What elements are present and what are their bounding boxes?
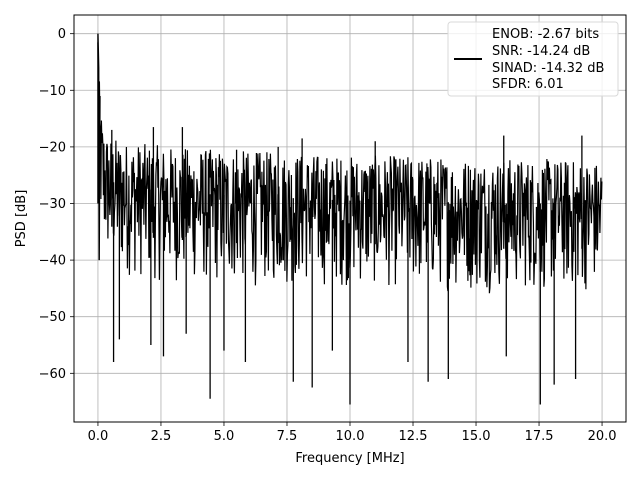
x-tick-label: 20.0 xyxy=(588,429,617,444)
y-tick-label: −30 xyxy=(39,197,66,212)
x-tick-label: 2.5 xyxy=(151,429,172,444)
x-tick-label: 7.5 xyxy=(277,429,298,444)
y-axis-label: PSD [dB] xyxy=(14,190,29,248)
legend: ENOB: -2.67 bits SNR: -14.24 dB SINAD: -… xyxy=(447,21,619,97)
x-tick-label: 5.0 xyxy=(214,429,235,444)
x-tick-label: 10.0 xyxy=(336,429,365,444)
psd-series xyxy=(97,33,603,405)
psd-dc-peak xyxy=(97,33,101,261)
y-tick-label: −60 xyxy=(39,367,66,382)
legend-line-enob: ENOB: -2.67 bits xyxy=(492,27,599,42)
y-tick-label: −40 xyxy=(39,254,66,269)
x-axis-label: Frequency [MHz] xyxy=(295,451,404,466)
legend-line-sinad: SINAD: -14.32 dB xyxy=(492,61,604,76)
legend-line-snr: SNR: -14.24 dB xyxy=(492,44,590,59)
y-tick-label: −20 xyxy=(39,140,66,155)
x-tick-label: 15.0 xyxy=(462,429,491,444)
ticks: 0.0 2.5 5.0 7.5 10.0 12.5 15.0 17.5 20.0 0 −10 −20 −… xyxy=(39,27,617,444)
y-tick-label: −50 xyxy=(39,310,66,325)
legend-box xyxy=(447,21,619,97)
x-tick-label: 0.0 xyxy=(88,429,109,444)
y-tick-label: −10 xyxy=(39,84,66,99)
legend-line-sfdr: SFDR: 6.01 xyxy=(492,77,564,92)
x-tick-label: 17.5 xyxy=(525,429,554,444)
x-tick-label: 12.5 xyxy=(399,429,428,444)
y-tick-label: 0 xyxy=(58,27,66,42)
